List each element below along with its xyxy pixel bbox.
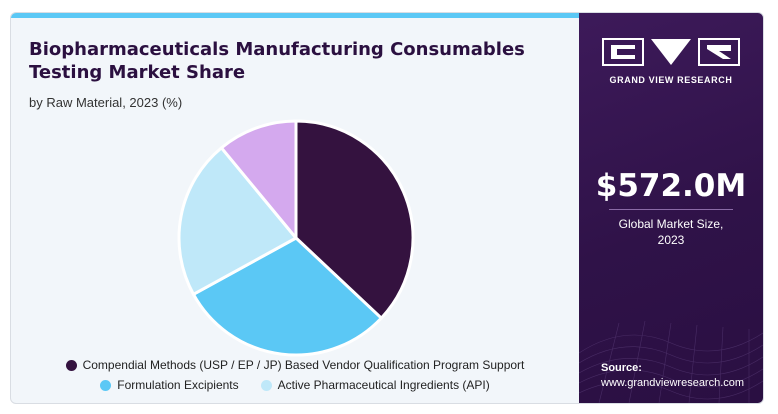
chart-subtitle: by Raw Material, 2023 (%): [29, 95, 183, 110]
pie-slice-formulation: [191, 236, 383, 357]
pie-slice-other: [219, 119, 298, 240]
legend-item-api: Active Pharmaceutical Ingredients (API): [260, 378, 490, 392]
brand-name: GRAND VIEW RESEARCH: [609, 75, 733, 85]
infographic-card: Biopharmaceuticals Manufacturing Consuma…: [10, 12, 764, 404]
pie-slice-api: [177, 146, 298, 296]
legend-item-compendial: Compendial Methods (USP / EP / JP) Based…: [65, 358, 525, 372]
chart-panel: Biopharmaceuticals Manufacturing Consuma…: [11, 18, 579, 403]
legend-swatch-compendial: [65, 359, 77, 371]
chart-title: Biopharmaceuticals Manufacturing Consuma…: [29, 39, 525, 83]
legend-label-api: Active Pharmaceutical Ingredients (API): [277, 378, 490, 392]
legend-label-compendial: Compendial Methods (USP / EP / JP) Based…: [82, 358, 525, 372]
info-panel: GRAND VIEW RESEARCH $572.0M Global Marke…: [579, 13, 763, 403]
source-url[interactable]: www.grandviewresearch.com: [601, 377, 745, 389]
pie-slice-compendial: [294, 119, 415, 320]
legend-swatch-formulation: [100, 379, 112, 391]
legend-label-formulation: Formulation Excipients: [117, 378, 239, 392]
pie-chart: [177, 119, 415, 357]
decorative-mesh: [579, 320, 763, 403]
legend-row-1: Compendial Methods (USP / EP / JP) Based…: [11, 358, 579, 372]
market-divider: [609, 209, 733, 210]
grand-view-research-logo: [602, 38, 740, 66]
market-size-label: Global Market Size, 2023: [618, 217, 724, 247]
market-size-value: $572.0M: [595, 168, 747, 204]
legend-swatch-api: [260, 379, 272, 391]
source-label: Source:: [601, 362, 642, 374]
accent-bar: [11, 13, 579, 18]
legend-row-2: Formulation Excipients Active Pharmaceut…: [11, 378, 579, 392]
chart-legend: Compendial Methods (USP / EP / JP) Based…: [11, 358, 579, 398]
legend-item-formulation: Formulation Excipients: [100, 378, 239, 392]
